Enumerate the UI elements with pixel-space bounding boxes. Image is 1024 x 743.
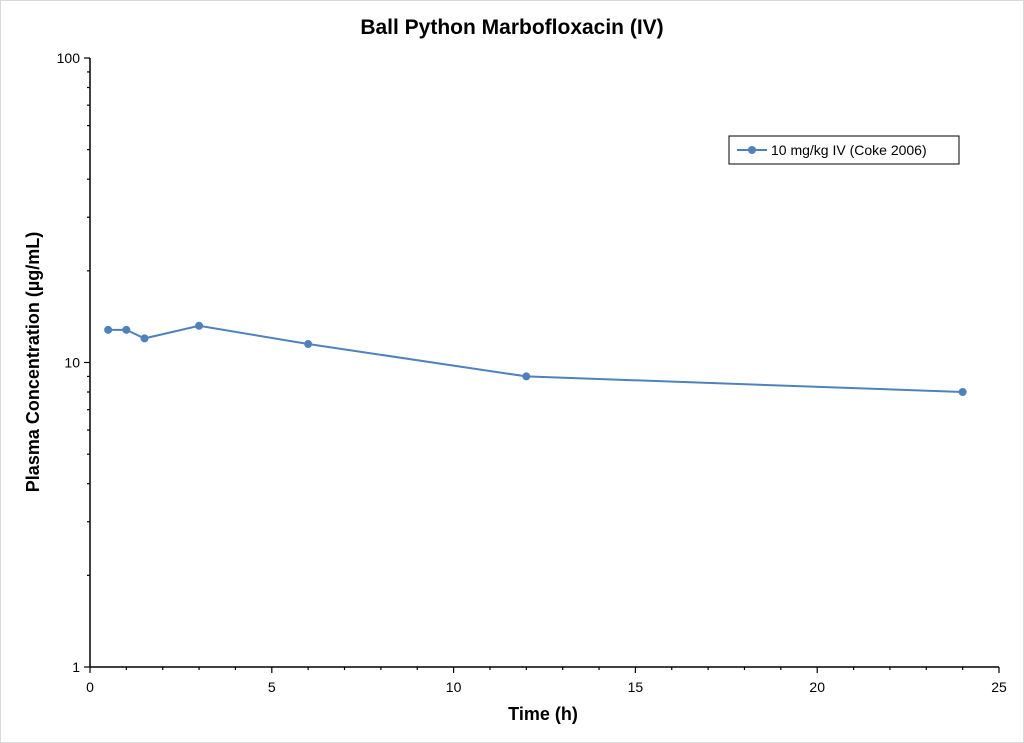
y-tick-label: 100 bbox=[57, 50, 81, 66]
x-tick-label: 20 bbox=[809, 679, 825, 695]
y-tick-label: 1 bbox=[72, 659, 80, 675]
data-point bbox=[140, 334, 149, 343]
data-point bbox=[122, 325, 131, 334]
legend-marker-swatch bbox=[748, 146, 756, 154]
data-point bbox=[195, 321, 204, 330]
x-tick-label: 25 bbox=[991, 679, 1007, 695]
legend-label: 10 mg/kg IV (Coke 2006) bbox=[771, 142, 927, 158]
data-point bbox=[304, 340, 313, 349]
y-tick-label: 10 bbox=[64, 355, 80, 371]
x-tick-label: 5 bbox=[268, 679, 276, 695]
x-axis-ticks: 0 5 10 15 20 25 bbox=[86, 667, 1007, 695]
x-tick-label: 0 bbox=[86, 679, 94, 695]
y-axis-ticks: 1 10 100 bbox=[57, 50, 90, 675]
x-tick-label: 10 bbox=[446, 679, 462, 695]
data-point bbox=[522, 372, 531, 381]
legend-box bbox=[728, 135, 960, 165]
series-layer bbox=[104, 321, 967, 397]
x-axis-title: Time (h) bbox=[508, 704, 578, 724]
data-point bbox=[104, 325, 113, 334]
data-point bbox=[958, 388, 967, 397]
x-tick-label: 15 bbox=[628, 679, 644, 695]
legend: 10 mg/kg IV (Coke 2006) bbox=[728, 135, 960, 165]
chart-title: Ball Python Marbofloxacin (IV) bbox=[360, 16, 663, 39]
y-axis-title: Plasma Concentration (µg/mL) bbox=[23, 232, 43, 492]
